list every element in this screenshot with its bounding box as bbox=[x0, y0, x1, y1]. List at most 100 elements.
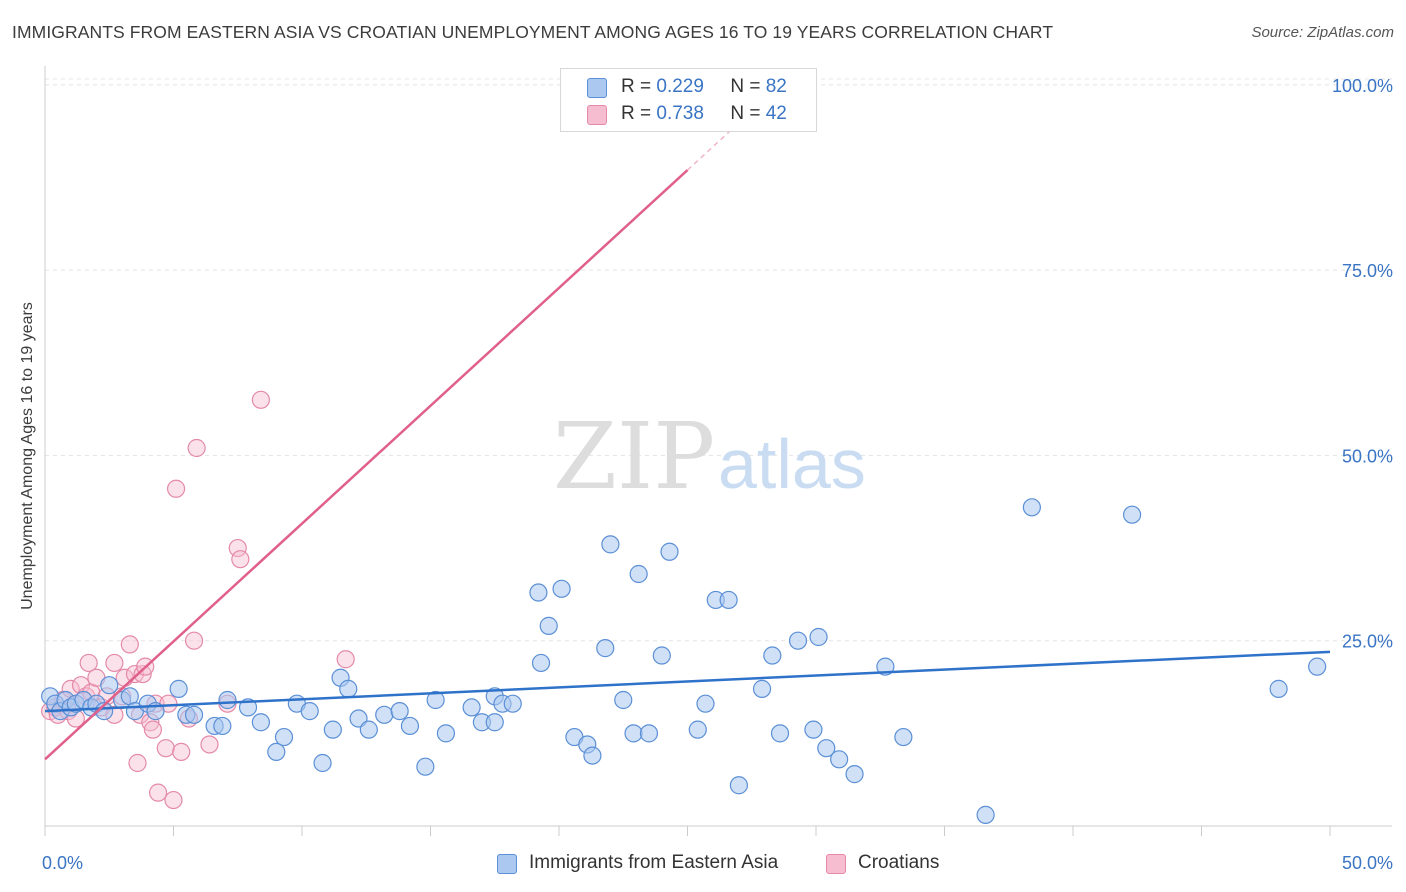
eastern-asia-point bbox=[529, 583, 548, 602]
eastern-asia-point bbox=[624, 724, 643, 743]
r-value-pink: 0.738 bbox=[656, 103, 704, 124]
eastern-asia-point bbox=[390, 702, 409, 721]
croatians-point bbox=[172, 742, 191, 761]
croatians-point bbox=[251, 390, 270, 409]
croatians-point bbox=[156, 739, 175, 758]
eastern-asia-point bbox=[274, 727, 294, 747]
croatians-point bbox=[128, 753, 147, 773]
eastern-asia-point bbox=[1308, 657, 1327, 676]
eastern-asia-point bbox=[601, 535, 620, 554]
croatians-point bbox=[164, 790, 183, 810]
eastern-asia-point bbox=[804, 720, 823, 739]
eastern-asia-point bbox=[614, 690, 633, 710]
eastern-asia-point bbox=[416, 757, 435, 776]
croatians-points bbox=[41, 390, 355, 810]
croatians-point bbox=[79, 653, 98, 673]
croatians-point bbox=[120, 635, 139, 654]
eastern-asia-point bbox=[830, 750, 849, 769]
eastern-asia-point bbox=[531, 653, 551, 673]
croatians-point bbox=[143, 720, 163, 739]
eastern-asia-point bbox=[652, 646, 671, 665]
eastern-asia-point bbox=[770, 724, 790, 743]
eastern-asia-point bbox=[788, 631, 808, 650]
blue-swatch bbox=[587, 78, 607, 98]
eastern-asia-point bbox=[763, 646, 782, 665]
eastern-asia-point bbox=[349, 709, 368, 728]
pink-swatch bbox=[826, 854, 846, 874]
y-tick-label: 25.0% bbox=[1342, 632, 1393, 652]
eastern-asia-point bbox=[583, 746, 602, 765]
eastern-asia-point bbox=[95, 702, 114, 721]
eastern-asia-point bbox=[339, 679, 358, 698]
croatians-point bbox=[200, 735, 219, 754]
croatians-point bbox=[336, 650, 355, 669]
eastern-asia-point bbox=[503, 694, 522, 713]
series-legend: Immigrants from Eastern Asia Croatians bbox=[0, 852, 1406, 878]
eastern-asia-point bbox=[313, 753, 332, 773]
eastern-asia-point bbox=[359, 720, 378, 739]
watermark-atlas: atlas bbox=[718, 425, 866, 503]
eastern-asia-point bbox=[1022, 498, 1041, 517]
eastern-asia-point bbox=[752, 679, 772, 698]
croatians-point bbox=[148, 783, 168, 802]
croatians-point bbox=[184, 631, 204, 650]
eastern-asia-point bbox=[1269, 679, 1288, 698]
eastern-asia-point bbox=[817, 739, 836, 758]
r-label: R = bbox=[621, 76, 652, 97]
legend-label-croatians: Croatians bbox=[858, 852, 940, 873]
eastern-asia-point bbox=[894, 727, 913, 747]
eastern-asia-point bbox=[218, 690, 237, 710]
n-label: N = bbox=[730, 76, 761, 97]
eastern-asia-point bbox=[300, 702, 319, 721]
eastern-asia-point bbox=[629, 564, 648, 584]
r-label: R = bbox=[621, 103, 652, 124]
eastern-asia-point bbox=[809, 627, 828, 647]
tick-labels: 25.0% 50.0% 75.0% 100.0% 0.0% 50.0% bbox=[42, 76, 1393, 873]
croatians-point bbox=[166, 479, 186, 498]
eastern-asia-point bbox=[323, 720, 342, 739]
watermark-zip: ZIP bbox=[553, 403, 715, 510]
eastern-asia-point bbox=[436, 724, 456, 743]
croatians-point bbox=[228, 538, 247, 558]
eastern-asia-point bbox=[688, 720, 707, 739]
y-tick-label: 50.0% bbox=[1342, 446, 1393, 466]
eastern-asia-point bbox=[596, 639, 615, 658]
croatians-point bbox=[133, 664, 152, 684]
source-credit: Source: ZipAtlas.com bbox=[1251, 24, 1394, 41]
r-value-blue: 0.229 bbox=[656, 76, 704, 97]
eastern-asia-point bbox=[660, 542, 679, 561]
eastern-asia-point bbox=[845, 765, 864, 784]
n-value-pink: 42 bbox=[765, 103, 787, 124]
croatians-point bbox=[187, 438, 206, 458]
eastern-asia-point bbox=[976, 805, 995, 824]
eastern-asia-point bbox=[1123, 505, 1142, 524]
eastern-asia-point bbox=[267, 742, 286, 761]
eastern-asia-point bbox=[100, 676, 119, 695]
croatians-point bbox=[125, 664, 145, 684]
correlation-legend: R = 0.229 N = 82 R = 0.738 N = 42 bbox=[560, 68, 817, 132]
x-tick-label-max: 50.0% bbox=[1342, 853, 1393, 873]
eastern-asia-point bbox=[696, 694, 715, 713]
eastern-asia-point bbox=[729, 776, 749, 795]
y-tick-label: 100.0% bbox=[1332, 76, 1393, 96]
x-tick-label-min: 0.0% bbox=[42, 853, 83, 873]
eastern-asia-point bbox=[719, 590, 738, 610]
croatians-trend-line bbox=[44, 169, 689, 761]
eastern-asia-point bbox=[375, 705, 394, 724]
croatians-point bbox=[105, 653, 124, 673]
eastern-asia-trend-line bbox=[44, 650, 1331, 713]
eastern-asia-point bbox=[400, 716, 420, 736]
eastern-asia-point bbox=[552, 579, 571, 598]
pink-swatch bbox=[587, 105, 607, 125]
legend-label-eastern-asia: Immigrants from Eastern Asia bbox=[529, 852, 779, 873]
eastern-asia-point bbox=[213, 716, 232, 736]
eastern-asia-point bbox=[639, 724, 659, 743]
blue-swatch bbox=[497, 854, 517, 874]
y-tick-label: 75.0% bbox=[1342, 261, 1393, 281]
eastern-asia-point bbox=[462, 698, 481, 717]
n-value-blue: 82 bbox=[765, 76, 787, 97]
chart-title: IMMIGRANTS FROM EASTERN ASIA VS CROATIAN… bbox=[12, 22, 1054, 42]
croatians-point bbox=[231, 550, 250, 569]
eastern-asia-point bbox=[251, 713, 270, 732]
